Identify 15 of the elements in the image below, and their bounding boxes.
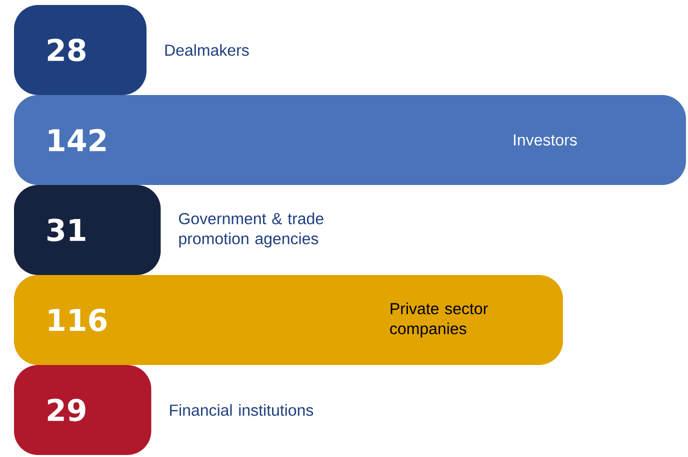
data-label: 29: [48, 398, 86, 422]
y-tick-label: Investors: [514, 134, 577, 146]
data-label: 31: [48, 218, 86, 242]
y-tick-label: Dealmakers: [165, 44, 249, 56]
y-tick-label: Government & trade promotion agencies: [179, 212, 324, 248]
y-tick-label: Financial institutions: [170, 404, 314, 416]
bar: [14, 5, 147, 96]
y-tick-label: Private sector companies: [390, 302, 488, 338]
bar: [14, 275, 563, 366]
bar: [14, 365, 152, 456]
data-label: 116: [48, 308, 107, 332]
data-label: 28: [48, 38, 86, 62]
bar: [14, 95, 686, 186]
bar: [14, 185, 161, 276]
data-label: 142: [48, 128, 106, 152]
